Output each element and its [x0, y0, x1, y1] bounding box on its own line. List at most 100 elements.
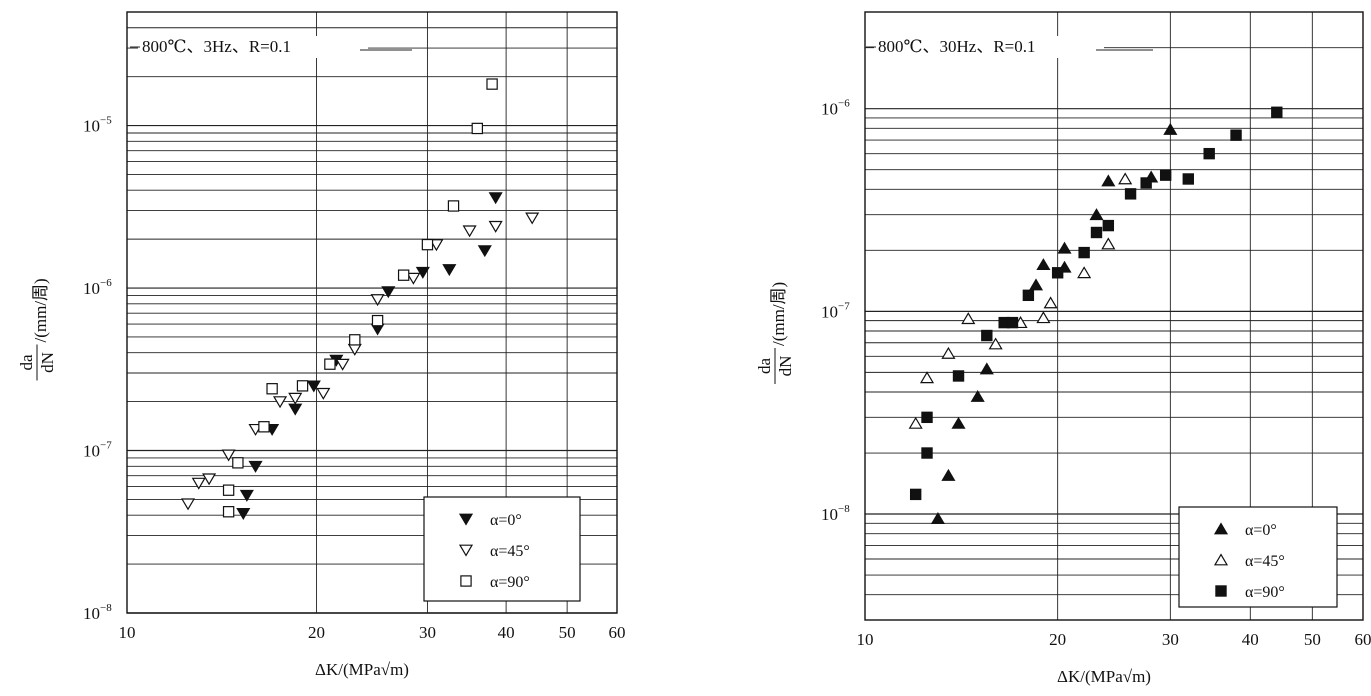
data-point	[1163, 122, 1178, 135]
x-tick-label: 20	[308, 623, 325, 642]
data-point	[371, 314, 384, 327]
x-tick-label: 20	[1049, 630, 1066, 649]
data-point	[258, 421, 270, 433]
chart-panel-2: 800℃、30Hz、R=0.1 10 20 30 40 50 60 10−8 10−7 10−6 Δ…	[755, 11, 1371, 686]
condition-label: 800℃、3Hz、R=0.1	[142, 37, 291, 56]
y-label-denominator: dN	[38, 352, 57, 373]
data-point	[381, 286, 396, 299]
data-point	[930, 511, 945, 524]
data-point	[1036, 258, 1051, 271]
data-point	[335, 358, 350, 371]
condition-label: 800℃、30Hz、R=0.1	[878, 37, 1036, 56]
plot-frame	[126, 11, 618, 614]
y-label-numerator: da	[17, 354, 36, 371]
data-point	[442, 264, 457, 277]
data-point	[1078, 246, 1090, 259]
data-point	[421, 238, 434, 251]
y-tick-label: 10−5	[83, 115, 112, 136]
data-point	[1101, 237, 1116, 250]
data-point	[462, 225, 477, 238]
data-point	[202, 473, 217, 486]
legend-box	[1178, 506, 1338, 608]
legend-marker	[458, 544, 474, 557]
data-point	[908, 416, 923, 429]
data-point	[222, 506, 235, 518]
y-axis-label: da dN /(mm/周)	[17, 278, 57, 381]
data-point	[477, 245, 492, 258]
legend-label: α=0°	[1245, 522, 1277, 539]
y-tick-label: 10−8	[821, 503, 850, 524]
data-point	[370, 294, 385, 307]
data-point	[397, 269, 410, 281]
x-tick-label: 40	[498, 623, 515, 642]
data-point	[1090, 226, 1103, 239]
data-point	[951, 416, 966, 429]
data-point	[525, 212, 540, 225]
legend: α=0° α=45° α=90°	[423, 496, 581, 602]
data-point	[919, 371, 935, 384]
data-point	[1203, 147, 1215, 160]
x-axis-label: ΔK/(MPa√m)	[315, 660, 409, 679]
data-point	[324, 358, 336, 370]
series-2	[180, 212, 540, 511]
data-point	[1118, 172, 1133, 185]
x-tick-label: 60	[1355, 630, 1371, 649]
legend-label: α=0°	[490, 512, 522, 529]
series-3	[222, 78, 498, 518]
data-point	[1051, 267, 1064, 279]
data-point	[1057, 241, 1072, 254]
data-point	[447, 200, 460, 212]
data-point	[1028, 278, 1044, 291]
legend-marker	[1213, 522, 1229, 535]
data-point	[272, 396, 288, 409]
legend-box	[423, 496, 581, 602]
legend: α=0° α=45° α=90°	[1178, 506, 1338, 608]
y-label-units: /(mm/周)	[769, 282, 788, 346]
legend-label: α=90°	[1245, 584, 1285, 601]
data-point	[1022, 289, 1035, 302]
legend-marker	[1213, 553, 1229, 566]
data-point	[239, 489, 254, 502]
data-point	[1182, 173, 1194, 185]
data-point	[941, 468, 956, 481]
data-point	[1271, 106, 1283, 118]
y-tick-label: 10−7	[821, 300, 850, 321]
y-tick-label: 10−6	[821, 98, 850, 119]
data-point	[1159, 169, 1172, 181]
data-point	[222, 484, 235, 496]
data-point	[191, 477, 206, 490]
x-tick-label: 10	[857, 630, 874, 649]
data-point	[488, 192, 503, 205]
x-tick-label: 10	[119, 623, 136, 642]
data-point	[909, 488, 922, 501]
series-1	[236, 192, 503, 521]
y-tick-label: 10−7	[83, 440, 112, 461]
y-tick-label: 10−6	[83, 277, 112, 298]
data-point	[306, 380, 321, 393]
data-point	[288, 392, 303, 405]
x-tick-label: 40	[1242, 630, 1259, 649]
x-tick-label: 30	[419, 623, 436, 642]
y-axis-label: da dN /(mm/周)	[755, 282, 795, 384]
data-point	[970, 389, 985, 402]
data-point	[266, 383, 278, 395]
data-point	[952, 370, 965, 382]
y-label-denominator: dN	[776, 356, 795, 377]
data-point	[1124, 188, 1137, 200]
data-point	[221, 449, 236, 462]
data-point	[180, 498, 196, 511]
data-point	[429, 239, 444, 252]
data-point	[1006, 316, 1019, 329]
data-point	[406, 272, 421, 285]
x-tick-label: 30	[1162, 630, 1179, 649]
x-tick-label: 50	[559, 623, 576, 642]
legend-marker	[460, 575, 472, 587]
data-point	[1230, 129, 1242, 141]
data-point	[921, 411, 933, 424]
data-point	[1043, 296, 1058, 309]
series-1	[930, 122, 1178, 524]
data-point	[921, 447, 933, 459]
data-point	[232, 457, 244, 469]
data-point	[1140, 177, 1152, 189]
